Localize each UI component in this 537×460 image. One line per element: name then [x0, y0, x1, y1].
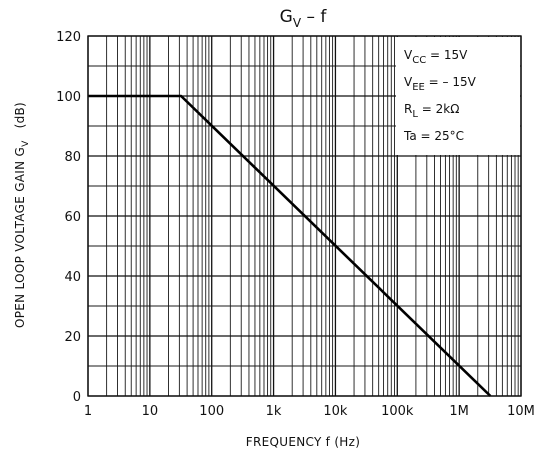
condition-value: = – 15V: [425, 75, 477, 89]
y-tick-label: 20: [64, 330, 81, 345]
condition-line: RL = 2kΩ: [404, 102, 459, 120]
y-tick-label: 60: [64, 210, 81, 225]
condition-subscript: L: [412, 109, 418, 120]
x-tick-label: 10M: [507, 404, 535, 419]
condition-subscript: EE: [412, 82, 425, 93]
x-tick-label: 10: [142, 404, 159, 419]
gain-curve: [88, 94, 492, 397]
condition-value: = 2kΩ: [418, 102, 459, 116]
y-tick-label: 0: [73, 390, 81, 405]
condition-symbol: V: [404, 75, 413, 89]
condition-line: Ta = 25°C: [403, 129, 464, 143]
y-tick-label: 100: [56, 90, 81, 105]
x-tick-label: 10k: [323, 404, 348, 419]
x-tick-label: 100: [199, 404, 224, 419]
condition-line: VEE = – 15V: [404, 75, 477, 93]
x-tick-labels: 1 10 100 1k 10k 100k 1M 10M: [84, 404, 535, 419]
condition-subscript: CC: [412, 55, 426, 66]
condition-symbol: Ta: [403, 129, 417, 143]
condition-value: = 25°C: [417, 129, 464, 143]
y-tick-label: 80: [64, 150, 81, 165]
y-tick-label: 120: [56, 30, 81, 45]
chart-title: GV – f: [280, 7, 328, 30]
x-axis-label: FREQUENCY f (Hz): [246, 435, 360, 449]
x-tick-label: 1k: [266, 404, 282, 419]
x-tick-label: 100k: [381, 404, 414, 419]
x-tick-label: 1: [84, 404, 92, 419]
y-tick-labels: 0 20 40 60 80 100 120: [56, 30, 81, 405]
condition-value: = 15V: [426, 48, 468, 62]
series-layer: [88, 94, 492, 397]
plot-frame: [87, 35, 522, 397]
y-tick-label: 40: [64, 270, 81, 285]
condition-symbol: R: [404, 102, 412, 116]
condition-line: VCC = 15V: [404, 48, 468, 66]
conditions-legend-box: [396, 37, 520, 155]
y-axis-label: OPEN LOOP VOLTAGE GAIN GV(dB): [13, 102, 31, 328]
x-tick-label: 1M: [449, 404, 469, 419]
condition-symbol: V: [404, 48, 413, 62]
